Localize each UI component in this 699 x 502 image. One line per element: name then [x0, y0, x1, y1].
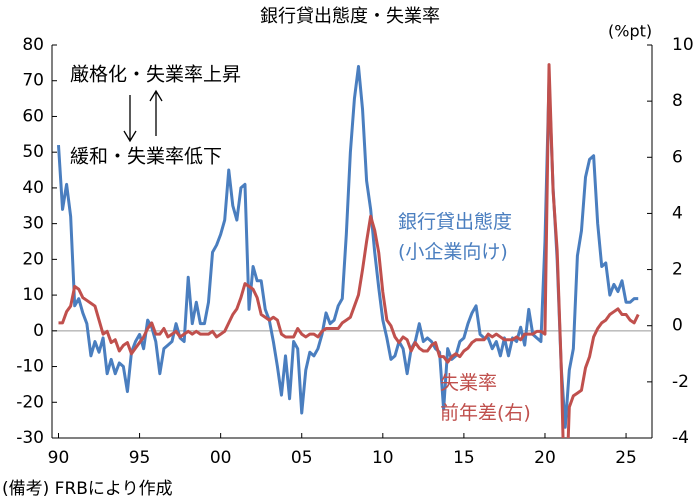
series-line [58, 63, 640, 438]
y2-tick-label: -2 [672, 372, 689, 392]
source-note: (備考) FRBにより作成 [2, 479, 173, 499]
x-tick-label: 15 [453, 448, 475, 468]
y2-tick-label: -4 [672, 428, 689, 448]
y-tick-label: -30 [16, 428, 44, 448]
x-tick-label: 10 [372, 448, 394, 468]
axes [51, 45, 653, 439]
chart-title: 銀行貸出態度・失業率 [260, 6, 440, 27]
y-tick-label: 20 [22, 249, 44, 269]
y-tick-label: 0 [33, 321, 44, 341]
series-label: 銀行貸出態度 (小企業向け) [398, 211, 513, 263]
x-tick-label: 25 [615, 448, 637, 468]
y-tick-label: 60 [22, 106, 44, 126]
arrow-up [149, 89, 163, 136]
y-tick-label: 70 [22, 71, 44, 91]
series-line [56, 64, 639, 429]
y-tick-label: 30 [22, 214, 44, 234]
y-tick-label: 40 [22, 178, 44, 198]
y-tick-label: 80 [22, 35, 44, 55]
y2-tick-label: 2 [672, 260, 683, 280]
y2-tick-label: 0 [672, 316, 683, 336]
annotation: 緩和・失業率低下 [70, 146, 222, 168]
y2-tick-label: 4 [672, 203, 683, 223]
x-tick-label: 90 [48, 448, 70, 468]
y2-tick-label: 10 [672, 35, 694, 55]
x-tick-label: 95 [129, 448, 151, 468]
x-tick-label: 20 [534, 448, 556, 468]
y-tick-label: 10 [22, 285, 44, 305]
x-tick-label: 05 [291, 448, 313, 468]
series-label: 失業率 前年差(右) [440, 372, 531, 424]
arrow-down [123, 95, 137, 143]
y-tick-label: 50 [22, 142, 44, 162]
x-tick-label: 00 [210, 448, 232, 468]
annotation: 厳格化・失業率上昇 [70, 64, 241, 86]
y-tick-label: -10 [16, 357, 44, 377]
y-tick-label: -20 [16, 392, 44, 412]
y2-tick-label: 6 [672, 147, 683, 167]
arrows [123, 89, 163, 143]
y2-unit: (%pt) [608, 22, 652, 41]
y2-tick-label: 8 [672, 91, 683, 111]
